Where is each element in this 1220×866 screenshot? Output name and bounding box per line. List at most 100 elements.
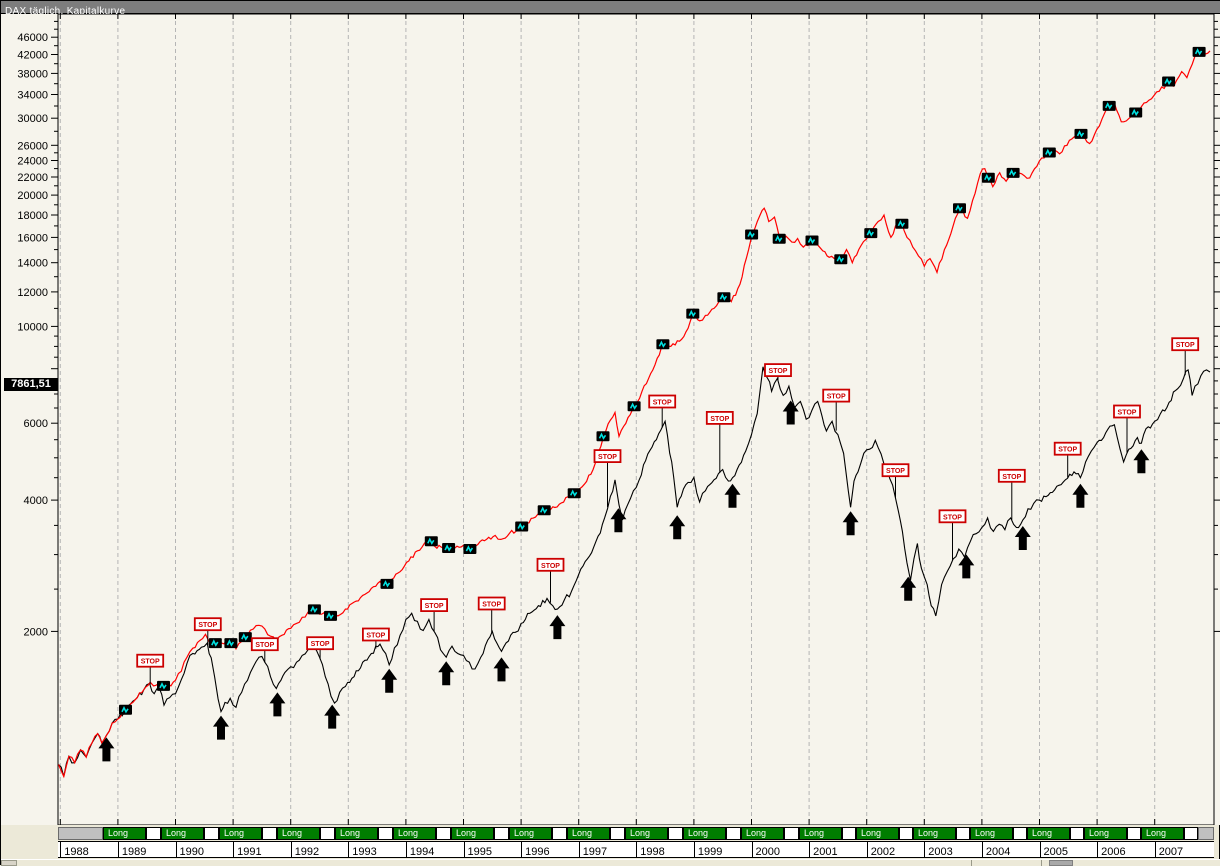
y-axis-label: 18000 xyxy=(17,210,48,222)
trade-marker xyxy=(596,431,610,442)
y-axis-label: 6000 xyxy=(24,418,48,430)
year-label: 1989 xyxy=(121,846,147,858)
trade-marker xyxy=(745,229,759,240)
trade-marker xyxy=(1129,107,1143,118)
stop-flag-label: STOP xyxy=(886,468,905,475)
trade-marker xyxy=(307,604,321,615)
long-position-segment: Long xyxy=(509,827,552,840)
stop-flag-label: STOP xyxy=(1176,342,1195,349)
year-label: 2000 xyxy=(755,846,780,858)
flat-position-segment xyxy=(610,827,625,840)
flat-position-segment xyxy=(899,827,913,840)
year-cell: 2003 xyxy=(924,842,982,858)
y-axis-label: 14000 xyxy=(17,258,48,270)
stop-flag: STOP xyxy=(705,410,734,473)
trade-marker xyxy=(717,292,731,303)
year-cell: 1995 xyxy=(463,842,522,858)
trade-marker xyxy=(953,203,966,214)
stop-flag-label: STOP xyxy=(769,368,788,375)
year-label: 1998 xyxy=(640,846,665,858)
flat-position-segment xyxy=(784,827,799,840)
y-axis-label: 16000 xyxy=(17,232,48,244)
stop-flags: STOP STOP STOP STOP STOP STOP STOP STOP STOP STOP… xyxy=(136,337,1200,685)
y-axis-label: 46000 xyxy=(17,32,48,44)
year-cell: 1998 xyxy=(636,842,694,858)
stop-flag: STOP xyxy=(997,468,1026,520)
stop-flag: STOP xyxy=(822,388,851,431)
stop-flag: STOP xyxy=(420,598,449,632)
year-cell: 2001 xyxy=(809,842,867,858)
stop-flag: STOP xyxy=(593,449,622,508)
chart-canvas: 46000 42000 38000 34000 30000 26000 24000 22000… xyxy=(17,14,1220,825)
trade-marker xyxy=(567,488,581,499)
year-label: 2003 xyxy=(928,846,953,858)
year-label: 2001 xyxy=(813,846,838,858)
year-cell: 1994 xyxy=(405,842,464,858)
trade-marker xyxy=(1102,100,1116,111)
buy-arrow-icon xyxy=(549,615,566,640)
stop-flag-label: STOP xyxy=(827,394,846,401)
trade-marker xyxy=(895,218,909,229)
year-cell: 1989 xyxy=(117,842,176,858)
trade-marker xyxy=(442,543,456,553)
long-position-segment: Long xyxy=(451,827,494,840)
flat-position-segment xyxy=(1070,827,1084,840)
no-data-segment xyxy=(1198,827,1214,840)
buy-arrow-icon xyxy=(1014,526,1031,550)
long-position-segment: Long xyxy=(393,827,436,840)
stop-flag-label: STOP xyxy=(141,659,160,666)
year-cell: 2006 xyxy=(1097,842,1155,858)
buy-arrow-icon xyxy=(842,511,859,536)
flat-position-segment xyxy=(436,827,451,840)
stop-flag: STOP xyxy=(193,617,222,646)
y-axis-label: 22000 xyxy=(17,172,48,184)
long-position-segment: Long xyxy=(799,827,842,840)
year-label: 1992 xyxy=(294,846,320,858)
stop-flag: STOP xyxy=(938,509,967,561)
buy-arrow-icon xyxy=(1072,483,1089,508)
scrollbar-thumb[interactable] xyxy=(1049,860,1073,866)
flat-position-segment xyxy=(842,827,856,840)
stop-flag: STOP xyxy=(477,596,506,633)
year-label: 1997 xyxy=(582,846,608,858)
flat-position-segment xyxy=(552,827,567,840)
scrollbar-divider xyxy=(971,860,972,866)
buy-arrow-icon xyxy=(324,704,341,729)
stop-flag-label: STOP xyxy=(943,514,962,521)
scrollbar-left-button[interactable] xyxy=(1,860,17,866)
stop-flag-label: STOP xyxy=(425,603,444,610)
trade-marker xyxy=(656,339,670,350)
x-axis-year-band: 1988 1989 1990 1991 1992 1993 1994 1995 1996 1997… xyxy=(58,841,1214,858)
trade-marker xyxy=(208,638,222,649)
y-axis-label: 2000 xyxy=(24,626,48,638)
chart-area[interactable]: 46000 42000 38000 34000 30000 26000 24000 22000… xyxy=(1,14,1220,825)
long-position-segment: Long xyxy=(567,827,610,840)
long-position-segment: Long xyxy=(625,827,668,840)
long-position-segment: Long xyxy=(161,827,204,840)
plot-border xyxy=(57,14,1215,825)
y-axis-label: 12000 xyxy=(17,287,48,299)
year-cell: 1999 xyxy=(693,842,752,858)
buy-arrow-icon xyxy=(269,692,286,717)
year-cell: 2007 xyxy=(1154,842,1214,858)
buy-arrow-icon xyxy=(669,515,686,540)
trade-marker xyxy=(1074,128,1088,139)
buy-arrow-icon xyxy=(438,661,455,686)
year-label: 2002 xyxy=(870,846,896,858)
buy-arrow-icon xyxy=(900,576,917,601)
flat-position-segment xyxy=(1184,827,1198,840)
year-cell: 1991 xyxy=(233,842,291,858)
long-position-segment: Long xyxy=(741,827,784,840)
year-label: 1993 xyxy=(352,846,377,858)
stop-flag-label: STOP xyxy=(598,454,617,461)
trade-marker xyxy=(238,632,252,643)
stop-flag-label: STOP xyxy=(1118,410,1137,417)
buy-arrow-icon xyxy=(213,715,229,740)
long-position-segment: Long xyxy=(1084,827,1127,840)
year-cell: 1996 xyxy=(521,842,579,858)
trade-marker xyxy=(1006,167,1020,178)
stop-flag: STOP xyxy=(1171,337,1200,376)
buy-arrow-icon xyxy=(98,737,115,762)
flat-position-segment xyxy=(204,827,219,840)
trade-marker xyxy=(981,172,995,183)
